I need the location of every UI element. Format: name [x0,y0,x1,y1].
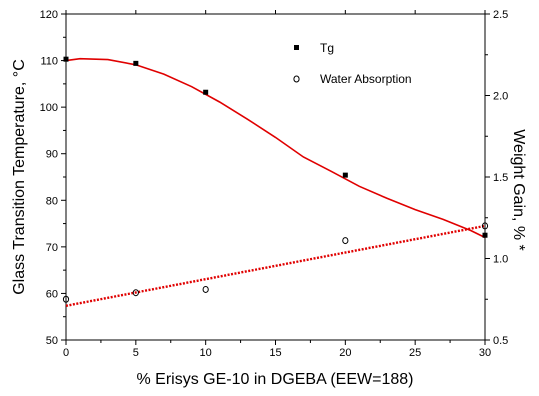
water-fit-line [65,224,486,307]
y-right-axis-title: Weight Gain, % * [510,129,527,251]
legend-water-marker [293,75,300,83]
y-left-tick-label: 70 [46,242,58,254]
water-absorption-point [342,237,349,245]
y-left-tick-label: 80 [46,195,58,207]
x-tick-label: 0 [63,347,69,359]
y-left-tick-label: 50 [46,335,58,347]
legend-water-label: Water Absorption [320,72,412,86]
y-left-tick-label: 120 [40,9,58,21]
fit-lines [65,57,486,307]
legend-tg-marker [294,45,299,50]
tg-point [482,232,488,238]
x-tick-label: 5 [133,347,139,359]
x-tick-label: 25 [409,347,421,359]
water-absorption-point [202,285,209,293]
tg-point [203,89,209,95]
water-absorption-point [132,289,139,297]
x-tick-label: 20 [339,347,351,359]
x-tick-label: 30 [479,347,491,359]
y-left-tick-label: 100 [40,102,58,114]
y-left-tick-label: 60 [46,288,58,300]
y-right-tick-label: 1.5 [493,172,508,184]
x-tick-label: 10 [200,347,212,359]
tg-point [63,56,69,62]
y-right-tick-label: 0.5 [493,335,508,347]
x-tick-label: 15 [269,347,281,359]
y-right-tick-label: 1.0 [493,254,508,266]
y-right-tick-label: 2.5 [493,9,508,21]
tg-point [342,172,348,178]
y-left-axis-title: Glass Transition Temperature, °C [11,59,28,295]
water-absorption-point [481,222,489,230]
y-left-tick-label: 90 [46,149,58,161]
legend-tg-label: Tg [320,41,334,55]
tg-fit-curve [65,57,486,239]
y-left-tick-label: 110 [40,56,58,68]
axis-ticks: 0 5 10 15 20 25 30 50 60 70 80 90 100 110 120 0.5 1.0 1.5… [40,9,509,359]
x-axis-title: % Erisys GE-10 in DGEBA (EEW=188) [137,371,414,388]
legend: Tg Water Absorption [293,41,412,86]
data-marks [62,56,489,303]
tg-point [133,60,139,66]
y-right-tick-label: 2.0 [493,91,508,103]
water-absorption-point [62,295,70,303]
